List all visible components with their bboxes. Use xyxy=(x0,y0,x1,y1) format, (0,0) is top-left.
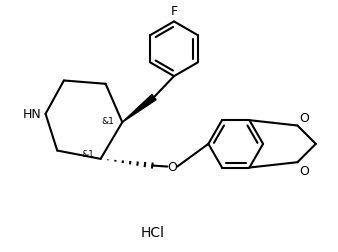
Text: HN: HN xyxy=(23,108,42,121)
Text: &1: &1 xyxy=(81,150,94,159)
Text: O: O xyxy=(299,111,309,124)
Text: HCl: HCl xyxy=(140,225,164,239)
Text: O: O xyxy=(299,164,309,177)
Text: O: O xyxy=(167,161,177,173)
Text: F: F xyxy=(170,5,177,18)
Polygon shape xyxy=(122,95,156,123)
Text: &1: &1 xyxy=(102,116,115,125)
